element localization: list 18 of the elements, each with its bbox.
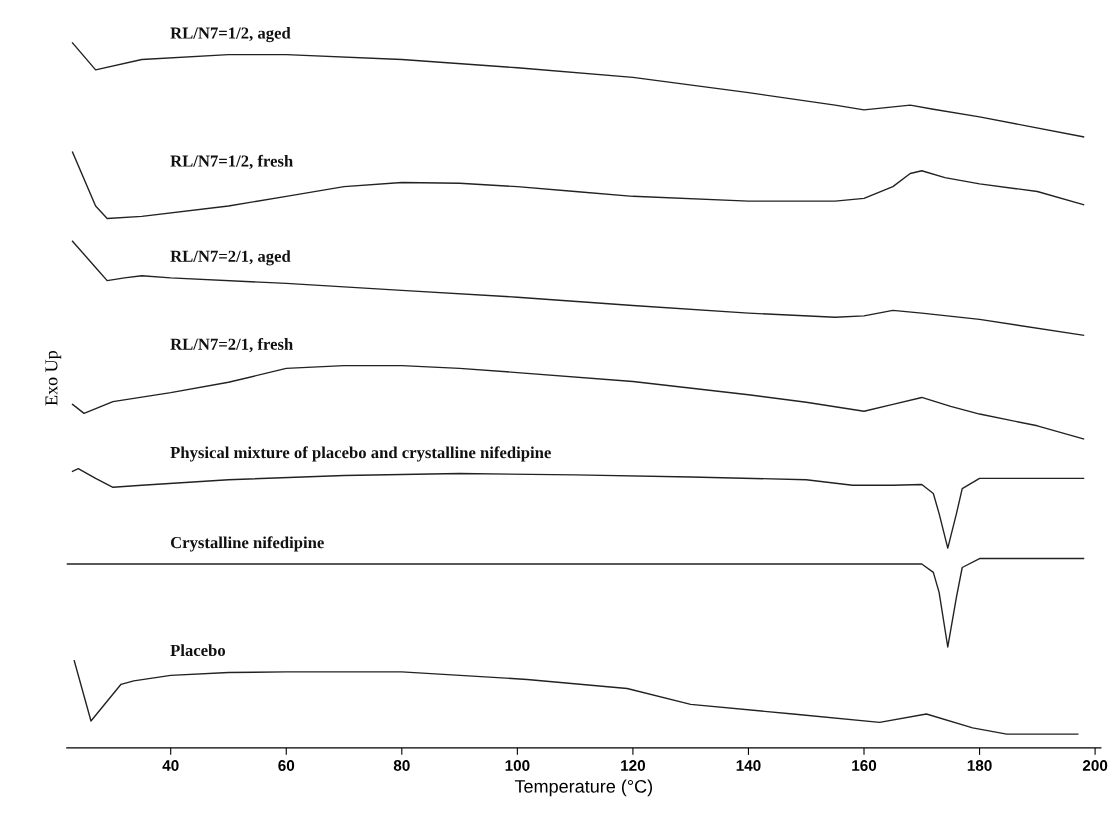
x-tick-label: 120: [621, 760, 646, 771]
x-tick-label: 160: [852, 760, 877, 771]
x-axis-title: Temperature (°C): [514, 779, 653, 797]
x-tick-label: 80: [393, 760, 410, 771]
y-axis-title: Exo Up: [45, 350, 62, 406]
series-label: RL/N7=1/2, fresh: [170, 154, 293, 170]
x-tick-label: 100: [505, 760, 530, 771]
series-label: Placebo: [170, 644, 226, 657]
x-tick-label: 140: [736, 760, 761, 771]
series-label: Physical mixture of placebo and crystalline nifedipine: [170, 446, 551, 462]
x-tick-label: 40: [162, 760, 179, 771]
series-label: RL/N7=1/2, aged: [170, 26, 291, 43]
x-tick-label: 60: [278, 760, 295, 771]
series-label: Crystalline nifedipine: [170, 536, 324, 552]
series-label: RL/N7=2/1, aged: [170, 250, 291, 266]
series-label: RL/N7=2/1, fresh: [170, 337, 293, 353]
x-tick-label: 180: [967, 760, 992, 771]
x-tick-label: 200: [1082, 760, 1108, 771]
